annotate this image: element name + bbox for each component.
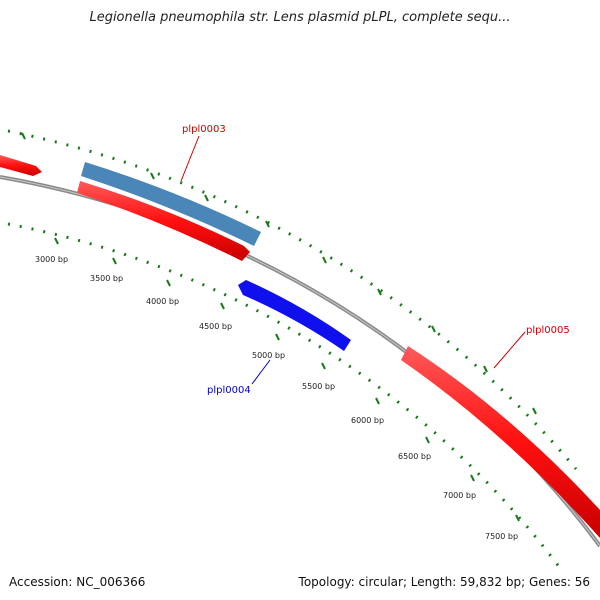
leader-line-plpl0005 [493,331,526,369]
gene-label-plpl0004: plpl0004 [207,385,251,396]
tick-label-3000: 3000 bp [35,255,68,264]
plasmid-backbone [0,175,600,548]
gene-arrow-left [0,155,42,176]
accession-text: Accession: NC_006366 [9,575,146,589]
topology-text: Topology: circular; Length: 59,832 bp; G… [298,575,590,589]
gene-plpl0005-arrow [401,346,600,538]
outer-tick-ring [7,129,578,470]
tick-label-6500: 6500 bp [398,452,431,461]
leader-line-plpl0003 [180,135,200,182]
tick-label-4500: 4500 bp [199,322,232,331]
map-title: Legionella pneumophila str. Lens plasmid… [89,10,511,25]
tick-label-5000: 5000 bp [252,351,285,360]
gene-label-plpl0005: plpl0005 [526,325,570,336]
inner-major-ticks [54,237,520,522]
tick-label-3500: 3500 bp [90,274,123,283]
gene-plpl0003-arrow [77,181,250,261]
tick-label-7500: 7500 bp [485,532,518,541]
tick-label-7000: 7000 bp [443,491,476,500]
leader-line-plpl0004 [251,359,271,385]
plasmid-backbone-highlight [0,176,600,547]
steelblue-feature [81,162,261,246]
outer-major-ticks [21,132,537,415]
gene-label-plpl0003: plpl0003 [182,124,226,135]
tick-labels: 3000 bp 3500 bp 4000 bp 4500 bp 5000 bp … [35,255,518,541]
tick-label-5500: 5500 bp [302,382,335,391]
tick-label-4000: 4000 bp [146,297,179,306]
gene-plpl0004-arrow [238,280,351,351]
tick-label-6000: 6000 bp [351,416,384,425]
